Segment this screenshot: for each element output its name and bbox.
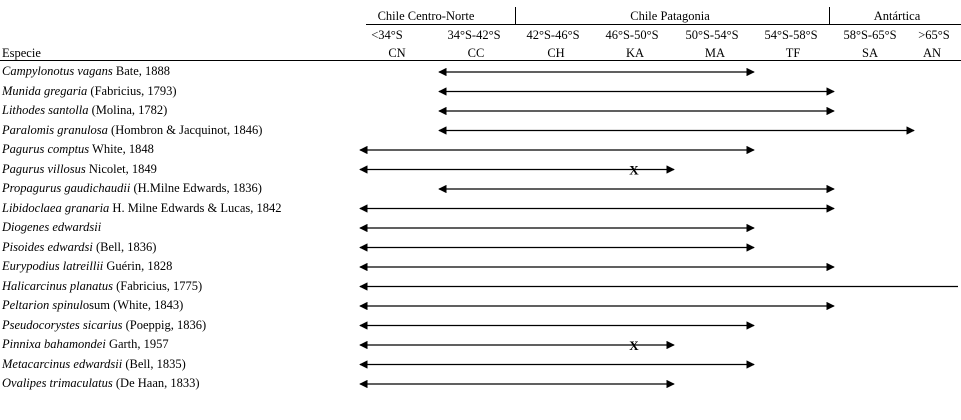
species-row: Metacarcinus edwardsii (Bell, 1835) [2, 356, 186, 372]
species-author: Garth, 1957 [105, 337, 169, 351]
species-row: Ovalipes trimaculatus (De Haan, 1833) [2, 375, 200, 391]
species-name: Pagurus villosus [2, 161, 86, 176]
species-name: Pinnixa bahamondei [2, 337, 106, 351]
group-antartica: Antártica [873, 9, 921, 23]
species-name: Pseudocorystes sicarius [2, 317, 123, 332]
group-divider-2 [829, 7, 830, 24]
species-row: Campylonotus vagans Bate, 1888 [2, 63, 170, 79]
species-row: Pinnixa bahamondei Garth, 1957 [2, 336, 169, 352]
species-name: Metacarcinus edwardsii [2, 356, 123, 371]
code-ma: MA [704, 46, 726, 60]
species-header: Especie [2, 46, 41, 60]
lat-cn: <34°S [371, 28, 403, 42]
species-row: Munida gregaria (Fabricius, 1793) [2, 83, 177, 99]
species-author: (Poeppig, 1836) [122, 317, 207, 332]
species-author: (De Haan, 1833) [112, 376, 200, 390]
species-name: Munida gregaria [2, 83, 88, 98]
species-author: H. Milne Edwards & Lucas, 1842 [109, 200, 282, 215]
lat-ka: 46°S-50°S [605, 28, 659, 42]
species-row: Peltarion spinulosum (White, 1843) [2, 297, 183, 313]
lat-cc: 34°S-42°S [447, 28, 501, 42]
species-author: (Molina, 1782) [88, 103, 168, 117]
species-name: Pisoides edwardsi [2, 239, 93, 254]
code-ch: CH [547, 46, 565, 60]
species-author: (Fabricius, 1775) [113, 278, 203, 293]
group-centro-norte: Chile Centro-Norte [377, 9, 475, 23]
header-rule-bottom [0, 60, 961, 61]
species-row: Diogenes edwardsii [2, 219, 101, 235]
species-row: Libidoclaea granaria H. Milne Edwards & … [2, 200, 282, 216]
species-row: Eurypodius latreillii Guérin, 1828 [2, 258, 172, 274]
species-name: Paralomis granulosa [2, 122, 108, 137]
group-divider-1 [515, 7, 516, 24]
species-name: Lithodes santolla [2, 103, 89, 117]
code-ka: KA [625, 46, 645, 60]
species-name: Propagurus gaudichaudii [2, 181, 131, 195]
species-row: Pseudocorystes sicarius (Poeppig, 1836) [2, 317, 206, 333]
species-row: Propagurus gaudichaudii (H.Milne Edwards… [2, 180, 262, 196]
species-author: (Bell, 1836) [92, 239, 157, 254]
species-row: Halicarcinus planatus (Fabricius, 1775) [2, 278, 202, 294]
species-author: (Hombron & Jacquinot, 1846) [107, 122, 263, 137]
lat-sa: 58°S-65°S [843, 28, 897, 42]
header-rule-top [366, 24, 961, 25]
species-author: Bate, 1888 [112, 64, 171, 78]
species-author: Guérin, 1828 [103, 259, 173, 273]
species-name: Pagurus comptus [2, 142, 90, 156]
species-row: Pagurus comptus White, 1848 [2, 141, 154, 157]
group-patagonia: Chile Patagonia [630, 9, 710, 23]
code-tf: TF [785, 46, 801, 60]
species-name: Halicarcinus planatus [2, 278, 113, 293]
species-name: Peltarion spinul [2, 298, 83, 312]
species-author: (H.Milne Edwards, 1836) [130, 181, 262, 195]
species-name: Libidoclaea granaria [2, 200, 110, 215]
range-mark: X [629, 338, 639, 353]
species-row: Pisoides edwardsi (Bell, 1836) [2, 239, 156, 255]
species-author: (Fabricius, 1793) [87, 83, 177, 98]
species-name: Diogenes edwardsii [2, 220, 102, 234]
species-author: White, 1848 [89, 142, 154, 156]
lat-an: >65°S [918, 28, 950, 42]
species-name: Campylonotus vagans [2, 64, 113, 78]
code-cc: CC [467, 46, 485, 60]
species-author: (White, 1843) [110, 298, 184, 312]
code-cn: CN [388, 46, 406, 60]
lat-tf: 54°S-58°S [764, 28, 818, 42]
code-an: AN [922, 46, 942, 60]
species-row: Paralomis granulosa (Hombron & Jacquinot… [2, 122, 262, 138]
species-author: (Bell, 1835) [122, 356, 186, 371]
species-author: Nicolet, 1849 [85, 161, 157, 176]
species-row: Lithodes santolla (Molina, 1782) [2, 102, 167, 118]
species-row: Pagurus villosus Nicolet, 1849 [2, 161, 157, 177]
species-name: Eurypodius latreillii [2, 259, 104, 273]
range-mark: X [629, 163, 639, 178]
code-sa: SA [862, 46, 878, 60]
species-name: Ovalipes trimaculatus [2, 376, 113, 390]
lat-ch: 42°S-46°S [526, 28, 580, 42]
lat-ma: 50°S-54°S [685, 28, 739, 42]
species-name-rest: osum [82, 298, 110, 312]
